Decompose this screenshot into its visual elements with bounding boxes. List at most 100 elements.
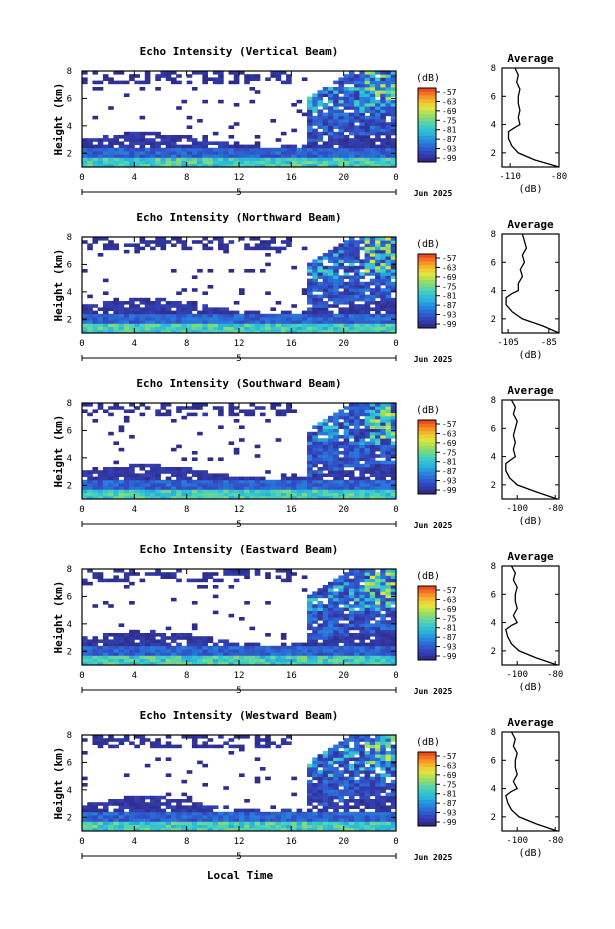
heatmap-cell xyxy=(338,320,345,324)
heatmap-cell xyxy=(181,151,188,155)
heatmap-cell xyxy=(259,317,266,321)
heatmap-cell xyxy=(259,824,266,829)
heatmap-cell xyxy=(102,486,109,490)
heatmap-cell xyxy=(191,824,198,829)
heatmap-cell xyxy=(280,131,287,136)
heatmap-cell xyxy=(239,808,245,813)
heatmap-cell xyxy=(223,495,229,500)
heatmap-cell xyxy=(369,138,376,142)
heatmap-cell xyxy=(327,751,334,755)
heatmap-cell xyxy=(207,815,214,819)
heatmap-cell xyxy=(155,473,161,477)
heatmap-cell xyxy=(233,412,240,417)
heatmap-cell xyxy=(364,326,371,331)
heatmap-cell xyxy=(317,808,324,813)
heatmap-cell xyxy=(369,112,376,117)
heatmap-cell xyxy=(191,323,198,327)
heatmap-cell xyxy=(212,642,219,647)
heatmap-cell xyxy=(307,103,313,107)
heatmap-cell xyxy=(259,815,266,819)
heatmap-cell xyxy=(123,243,130,247)
heatmap-cell xyxy=(380,569,386,573)
heatmap-cell xyxy=(144,811,151,816)
heatmap-cell xyxy=(87,147,93,152)
heatmap-cell xyxy=(134,824,140,829)
heatmap-cell xyxy=(333,106,339,110)
heatmap-cell xyxy=(348,313,355,318)
heatmap-cell xyxy=(380,96,386,101)
heatmap-cell xyxy=(385,281,392,286)
heatmap-cell xyxy=(165,304,172,308)
heatmap-cell xyxy=(296,147,303,152)
heatmap-cell xyxy=(150,744,156,749)
heatmap-cell xyxy=(359,151,365,155)
heatmap-cell xyxy=(218,473,224,477)
colorbar-band xyxy=(418,626,436,631)
heatmap-cell xyxy=(207,147,214,152)
heatmap-cell xyxy=(385,467,392,471)
heatmap-cell xyxy=(333,770,339,774)
heatmap-cell xyxy=(191,827,198,832)
heatmap-cell xyxy=(259,326,266,331)
heatmap-cell xyxy=(129,160,135,165)
heatmap-cell xyxy=(150,304,156,308)
heatmap-cell xyxy=(307,141,313,145)
heatmap-cell xyxy=(359,131,365,136)
heatmap-cell xyxy=(170,572,177,576)
heatmap-cell xyxy=(97,237,104,241)
heatmap-cell xyxy=(312,636,318,640)
heatmap-cell xyxy=(97,87,104,91)
heatmap-cell xyxy=(301,661,308,666)
heatmap-cell xyxy=(212,320,219,324)
heatmap-cell xyxy=(390,623,397,627)
heatmap-cell xyxy=(375,607,381,611)
heatmap-cell xyxy=(244,246,250,251)
heatmap-cell xyxy=(181,815,188,819)
heatmap-cell xyxy=(87,645,93,650)
heatmap-cell xyxy=(343,431,350,436)
heatmap-cell xyxy=(92,495,99,500)
heatmap-cell xyxy=(317,297,324,302)
heatmap-cell xyxy=(134,160,140,165)
heatmap-cell xyxy=(239,483,245,487)
heatmap-cell xyxy=(244,269,250,273)
heatmap-cell xyxy=(291,652,297,656)
heatmap-cell xyxy=(207,486,214,490)
heatmap-cell xyxy=(233,451,240,455)
heatmap-cell xyxy=(385,451,392,455)
heatmap-cell xyxy=(375,447,381,452)
profile-x-tick-label: -100 xyxy=(506,670,528,680)
heatmap-cell xyxy=(239,652,245,656)
heatmap-cell xyxy=(385,492,392,497)
profile-y-tick-label: 2 xyxy=(491,149,496,159)
heatmap-cell xyxy=(170,575,177,579)
heatmap-cell xyxy=(108,604,114,608)
heatmap-cell xyxy=(223,741,229,745)
heatmap-cell xyxy=(343,588,350,592)
heatmap-cell xyxy=(390,779,397,784)
heatmap-cell xyxy=(249,403,256,407)
heatmap-cell xyxy=(108,240,114,244)
heatmap-cell xyxy=(249,144,256,149)
heatmap-cell xyxy=(108,821,114,825)
heatmap-cell xyxy=(165,403,172,407)
heatmap-cell xyxy=(186,808,193,813)
heatmap-cell xyxy=(191,157,198,161)
heatmap-cell xyxy=(265,815,271,819)
heatmap-cell xyxy=(301,77,308,81)
heatmap-cell xyxy=(375,824,381,829)
heatmap-cell xyxy=(129,138,135,142)
heatmap-cell xyxy=(375,444,381,449)
heatmap-cell xyxy=(390,71,397,75)
heatmap-cell xyxy=(369,623,376,627)
heatmap-cell xyxy=(129,476,135,481)
heatmap-cell xyxy=(150,476,156,481)
heatmap-cell xyxy=(97,157,104,161)
heatmap-cell xyxy=(134,154,140,158)
heatmap-cell xyxy=(181,243,188,247)
colorbar-band xyxy=(418,113,436,118)
heatmap-cell xyxy=(108,301,114,305)
colorbar-band xyxy=(418,316,436,321)
heatmap-cell xyxy=(254,489,261,493)
heatmap-cell xyxy=(327,128,334,133)
